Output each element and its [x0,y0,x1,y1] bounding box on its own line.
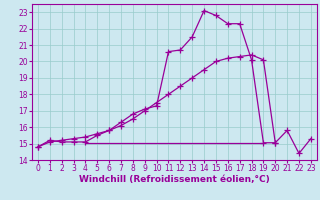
X-axis label: Windchill (Refroidissement éolien,°C): Windchill (Refroidissement éolien,°C) [79,175,270,184]
